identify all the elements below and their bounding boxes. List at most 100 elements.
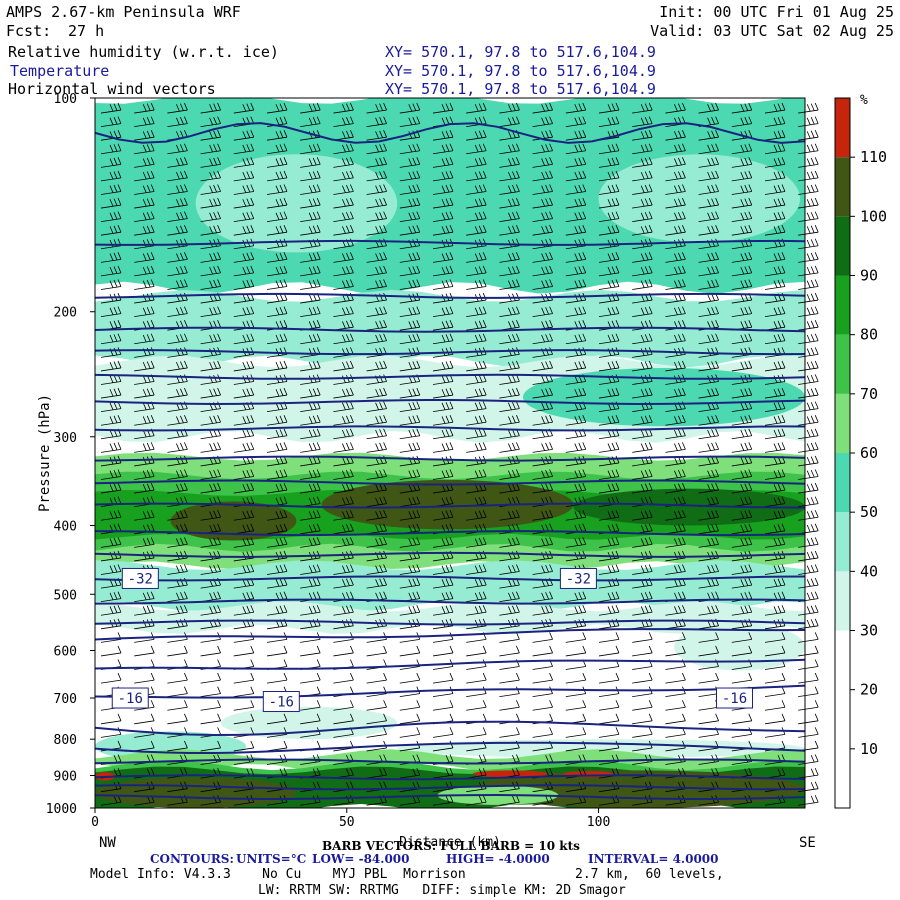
wind-barb — [532, 374, 553, 385]
wind-barb — [134, 510, 155, 521]
contour-label-box — [559, 567, 597, 589]
wind-barb — [632, 442, 653, 453]
wind-barb — [200, 238, 221, 250]
wind-barb — [167, 292, 188, 304]
wind-barb — [134, 605, 155, 616]
wind-barb — [300, 442, 321, 453]
wind-barb — [399, 279, 421, 290]
wind-barb — [366, 455, 387, 467]
wind-barb — [300, 401, 321, 413]
wind-barb — [731, 428, 753, 440]
wind-barb — [333, 292, 354, 304]
wind-barb — [200, 333, 221, 345]
wind-barb — [100, 442, 122, 453]
wind-barb — [698, 455, 719, 467]
wind-barb — [598, 700, 620, 711]
wind-barb — [764, 577, 786, 589]
wind-barb — [698, 537, 719, 548]
wind-barb — [300, 700, 321, 711]
wind-barb — [598, 618, 620, 630]
wind-barb — [266, 225, 288, 236]
wind-barb — [565, 157, 587, 168]
wind-barb — [698, 360, 719, 372]
wind-barb — [333, 170, 354, 182]
wind-barb — [798, 320, 819, 331]
wind-barb — [532, 591, 553, 603]
wind-barb — [798, 347, 819, 358]
wind-barb — [432, 550, 454, 562]
wind-barb — [764, 700, 786, 711]
wind-barb — [167, 374, 188, 385]
wind-barb — [432, 333, 454, 345]
wind-barb — [764, 279, 786, 290]
wind-barb — [266, 333, 288, 345]
wind-barb — [532, 577, 553, 589]
wind-barb — [798, 292, 819, 304]
wind-barb — [200, 130, 221, 141]
wind-barb — [134, 591, 155, 603]
wind-barb — [300, 360, 321, 372]
wind-barb — [466, 197, 487, 209]
wind-barb — [200, 116, 221, 128]
wind-barb — [731, 170, 753, 182]
wind-barb — [399, 469, 421, 480]
wind-barb — [798, 184, 819, 195]
wind-barb — [565, 143, 587, 155]
wind-barb — [167, 401, 188, 413]
wind-barb — [466, 252, 487, 263]
wind-barb — [764, 632, 786, 643]
model-info-resolution: 2.7 km, 60 levels, — [575, 867, 724, 882]
wind-barb — [565, 116, 587, 128]
wind-barb — [499, 523, 520, 535]
wind-barb — [333, 265, 354, 277]
wind-barb — [698, 279, 719, 290]
wind-barb — [233, 645, 255, 657]
wind-barb — [100, 387, 122, 399]
temperature-contour — [94, 292, 806, 299]
wind-barb — [366, 767, 387, 779]
field-wind-name: Horizontal wind vectors — [8, 80, 216, 98]
y-tick-label: 200 — [54, 306, 77, 321]
wind-barb — [300, 510, 321, 521]
colorbar-segment — [835, 512, 850, 572]
wind-barb — [665, 713, 686, 725]
wind-barb — [798, 672, 819, 684]
wind-barb — [565, 184, 587, 195]
wind-barb — [167, 157, 188, 168]
wind-barb — [499, 401, 520, 413]
wind-barb — [333, 211, 354, 223]
wind-barb — [100, 238, 122, 250]
temperature-contour — [94, 425, 806, 432]
wind-barb — [532, 238, 553, 250]
wind-barb — [632, 469, 653, 480]
wind-barb — [466, 795, 487, 806]
wind-barb — [632, 360, 653, 372]
wind-barb — [266, 577, 288, 589]
wind-barb — [432, 767, 454, 779]
wind-barb — [200, 713, 221, 725]
wind-barb — [399, 225, 421, 236]
wind-barb — [167, 265, 188, 277]
wind-barb — [499, 577, 520, 589]
wind-barb — [532, 170, 553, 182]
wind-barb — [665, 387, 686, 399]
wind-barb — [466, 170, 487, 182]
wind-barb — [598, 387, 620, 399]
wind-barb — [366, 320, 387, 331]
wind-barb — [499, 211, 520, 223]
wind-barb — [466, 591, 487, 603]
wind-barb — [399, 415, 421, 426]
wind-barb — [200, 523, 221, 535]
colorbar-label: 90 — [860, 267, 878, 285]
wind-barb — [731, 537, 753, 548]
wind-barb — [432, 197, 454, 209]
wind-barb — [366, 727, 387, 738]
temperature-contour — [94, 349, 806, 356]
wind-barb — [100, 591, 122, 603]
wind-barb — [399, 564, 421, 575]
wind-barb — [333, 130, 354, 141]
x-tick-label: 0 — [91, 815, 99, 830]
wind-barb — [798, 686, 819, 698]
wind-barb — [731, 102, 753, 114]
